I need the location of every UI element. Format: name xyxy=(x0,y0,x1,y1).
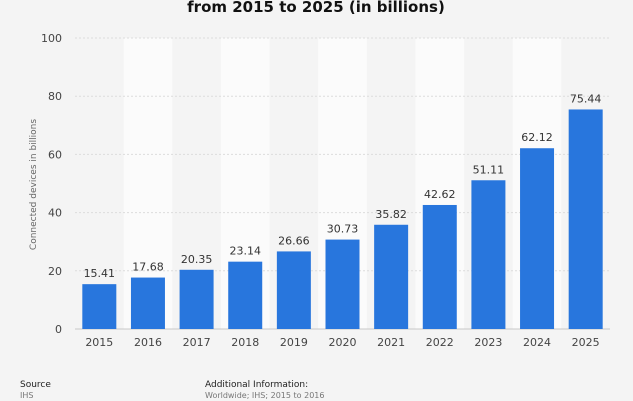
bar xyxy=(276,251,311,329)
x-tick-label: 2024 xyxy=(523,336,551,349)
bar xyxy=(374,224,409,329)
data-label: 30.73 xyxy=(327,223,359,236)
data-label: 51.11 xyxy=(473,163,505,176)
bar xyxy=(568,109,603,329)
source-heading: Source xyxy=(20,380,51,390)
chart-title: from 2015 to 2025 (in billions) xyxy=(187,0,445,16)
bar xyxy=(471,180,506,329)
x-tick-label: 2025 xyxy=(572,336,600,349)
data-label: 35.82 xyxy=(375,208,407,221)
bar xyxy=(520,148,555,329)
additional-info-text: Worldwide; IHS; 2015 to 2016 xyxy=(205,391,325,400)
y-tick-label: 40 xyxy=(48,207,62,220)
x-tick-label: 2023 xyxy=(474,336,502,349)
source-text: IHS xyxy=(20,391,34,400)
y-tick-label: 0 xyxy=(55,323,62,336)
bar xyxy=(179,269,214,329)
x-tick-label: 2015 xyxy=(85,336,113,349)
data-label: 62.12 xyxy=(521,131,553,144)
bar xyxy=(325,239,360,329)
y-axis-label: Connected devices in billions xyxy=(29,119,39,250)
data-label: 42.62 xyxy=(424,188,456,201)
bars xyxy=(82,109,603,329)
x-tick-label: 2021 xyxy=(377,336,405,349)
data-labels: 15.41 17.68 20.35 23.14 26.66 30.73 35.82 42.62… xyxy=(84,92,602,280)
data-label: 17.68 xyxy=(132,261,164,274)
x-tick-label: 2022 xyxy=(426,336,454,349)
y-tick-label: 60 xyxy=(48,148,62,161)
x-tick-label: 2019 xyxy=(280,336,308,349)
data-label: 15.41 xyxy=(84,267,116,280)
data-label: 26.66 xyxy=(278,234,310,247)
bar xyxy=(82,284,117,329)
additional-info-block: Additional Information: Worldwide; IHS; … xyxy=(205,380,324,401)
data-label: 23.14 xyxy=(229,245,261,258)
data-label: 20.35 xyxy=(181,253,213,266)
x-tick-label: 2017 xyxy=(183,336,211,349)
y-tick-label: 80 xyxy=(48,90,62,103)
y-tick-label: 20 xyxy=(48,265,62,278)
data-label: 75.44 xyxy=(570,92,602,105)
x-tick-label: 2016 xyxy=(134,336,162,349)
x-axis-ticks: 2015 2016 2017 2018 2019 2020 2021 2022 2023 2024… xyxy=(85,336,599,349)
y-tick-label: 100 xyxy=(41,32,62,45)
bar xyxy=(130,277,165,329)
x-tick-label: 2018 xyxy=(231,336,259,349)
y-axis-ticks: 0 20 40 60 80 100 xyxy=(41,32,62,336)
additional-info-heading: Additional Information: xyxy=(205,380,309,390)
bar xyxy=(422,204,457,329)
bar xyxy=(228,261,263,329)
x-tick-label: 2020 xyxy=(329,336,357,349)
source-block: Source IHS xyxy=(20,380,51,401)
